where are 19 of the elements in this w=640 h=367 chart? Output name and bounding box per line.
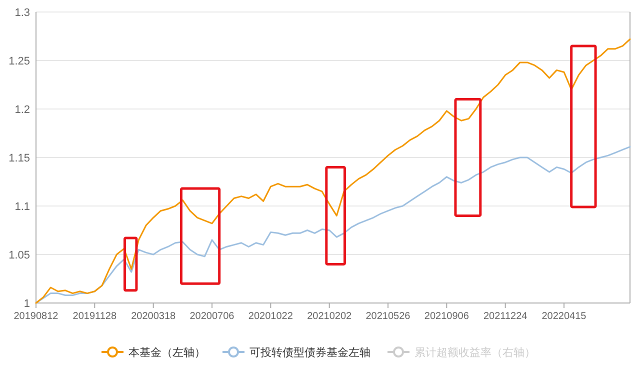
x-tick-label: 20210526 [366,311,411,322]
x-tick-label: 20200706 [190,311,235,322]
legend-label: 可投转债型债券基金左轴 [250,346,370,359]
x-tick-label: 20220415 [542,311,587,322]
x-tick-label: 20200318 [131,311,176,322]
legend-label: 本基金（左轴） [128,346,206,359]
x-tick-label: 20201022 [248,311,294,322]
y-tick-label: 1.3 [14,7,30,19]
y-tick-label: 1.05 [8,250,30,262]
x-tick-label: 20210906 [424,311,470,322]
y-tick-label: 1 [24,298,30,310]
y-tick-label: 1.25 [8,56,30,68]
y-tick-label: 1.1 [14,201,30,213]
x-tick-label: 20190812 [14,311,59,322]
y-tick-label: 1.2 [14,104,30,116]
y-tick-label: 1.15 [8,152,30,164]
x-tick-label: 20191128 [72,311,117,322]
x-tick-label: 20211224 [483,311,528,322]
x-tick-label: 20210202 [307,311,352,322]
